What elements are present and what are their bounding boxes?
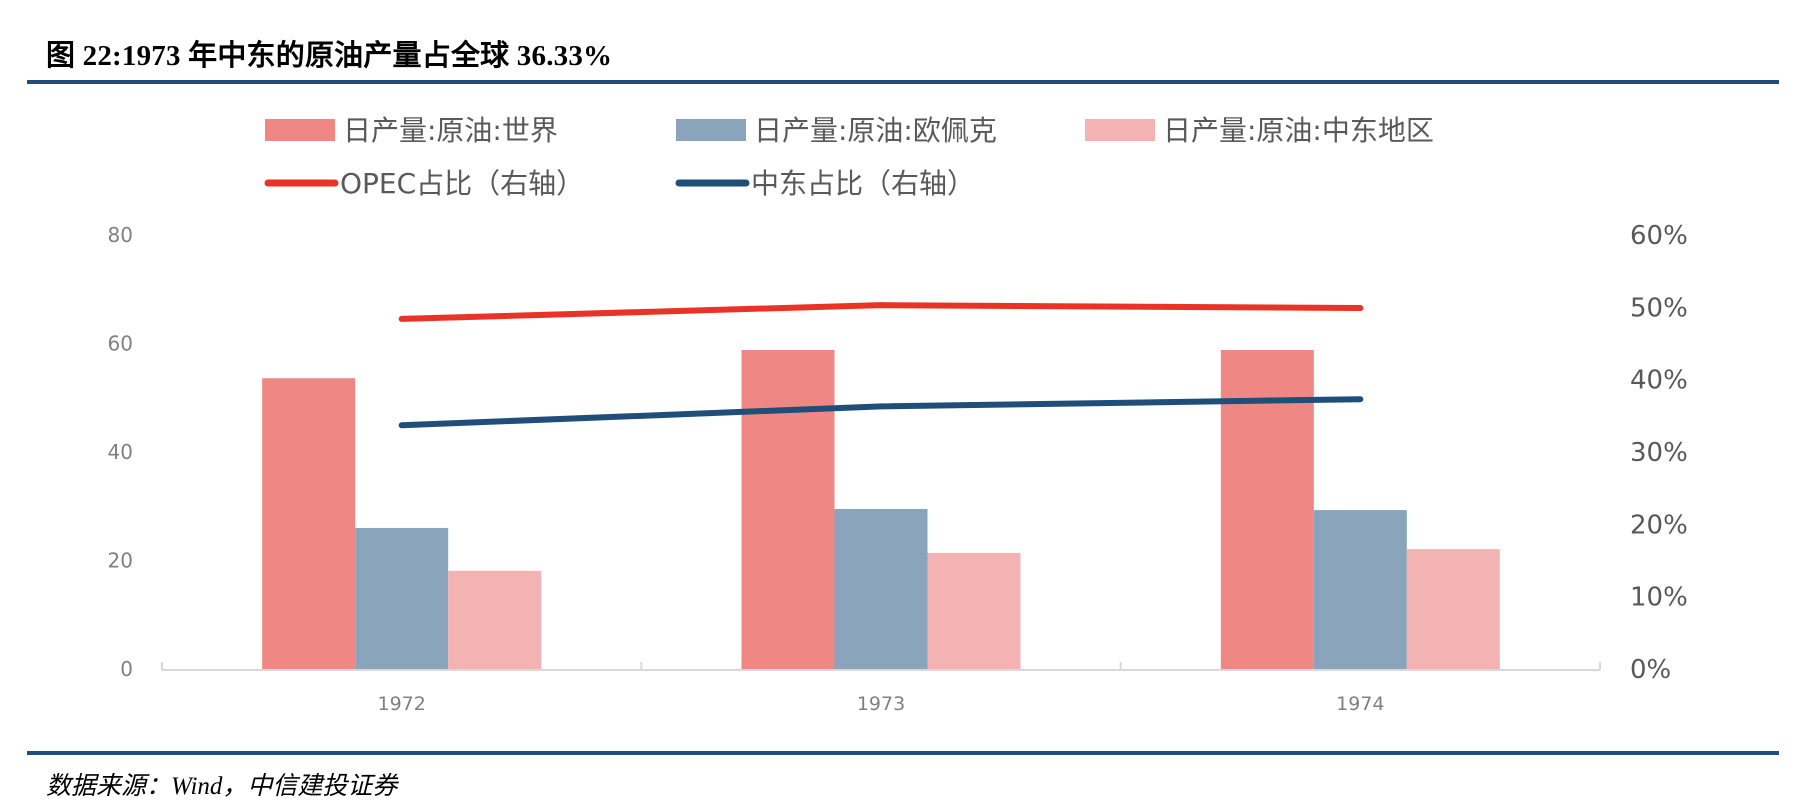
line-mideast-share <box>398 396 1364 429</box>
x-axis-tick: 1973 <box>857 693 905 715</box>
legend-item-mideast: 日产量:原油:中东地区 <box>1085 114 1434 147</box>
right-axis-tick: 60% <box>1630 221 1688 251</box>
bar-opec <box>1313 510 1407 669</box>
right-axis-tick: 40% <box>1630 366 1688 396</box>
bar-world <box>262 378 356 669</box>
x-axis-tick: 1972 <box>377 693 425 715</box>
legend-item-opec: 日产量:原油:欧佩克 <box>676 114 997 147</box>
legend-item-opec-share: OPEC占比（右轴） <box>264 167 584 200</box>
legend-label: 日产量:原油:欧佩克 <box>754 114 997 147</box>
bottom-divider <box>27 751 1779 755</box>
legend-item-world: 日产量:原油:世界 <box>265 114 558 147</box>
x-axis-tick: 1974 <box>1336 693 1384 715</box>
bar-world <box>741 350 835 669</box>
legend-swatch-icon <box>676 119 746 141</box>
bar-mideast <box>1406 549 1500 669</box>
left-axis-tick: 40 <box>108 440 133 464</box>
chart-title: 图 22:1973 年中东的原油产量占全球 36.33% <box>46 40 613 72</box>
line-opec-share <box>398 302 1364 322</box>
left-axis-tick: 0 <box>120 657 133 681</box>
right-axis-tick: 30% <box>1630 438 1688 468</box>
legend-label: OPEC占比（右轴） <box>340 167 584 200</box>
legend-label: 中东占比（右轴） <box>751 167 975 200</box>
bar-mideast <box>927 552 1021 669</box>
right-axis-tick: 0% <box>1630 655 1671 685</box>
bar-opec <box>355 527 449 669</box>
left-axis-tick: 60 <box>108 332 133 356</box>
right-axis-tick: 50% <box>1630 293 1688 323</box>
right-axis-tick: 10% <box>1630 583 1688 613</box>
bar-mideast <box>448 570 542 669</box>
right-axis-tick: 20% <box>1630 510 1688 540</box>
left-axis-tick: 20 <box>108 549 133 573</box>
legend-label: 日产量:原油:中东地区 <box>1163 114 1434 147</box>
source-note: 数据来源：Wind，中信建投证券 <box>46 773 398 800</box>
legend-item-mideast-share: 中东占比（右轴） <box>675 167 975 200</box>
legend-label: 日产量:原油:世界 <box>343 114 558 147</box>
left-axis-tick: 80 <box>108 223 133 247</box>
bar-opec <box>834 508 928 669</box>
legend-swatch-icon <box>1085 119 1155 141</box>
legend-swatch-icon <box>265 119 335 141</box>
top-divider <box>27 80 1779 84</box>
